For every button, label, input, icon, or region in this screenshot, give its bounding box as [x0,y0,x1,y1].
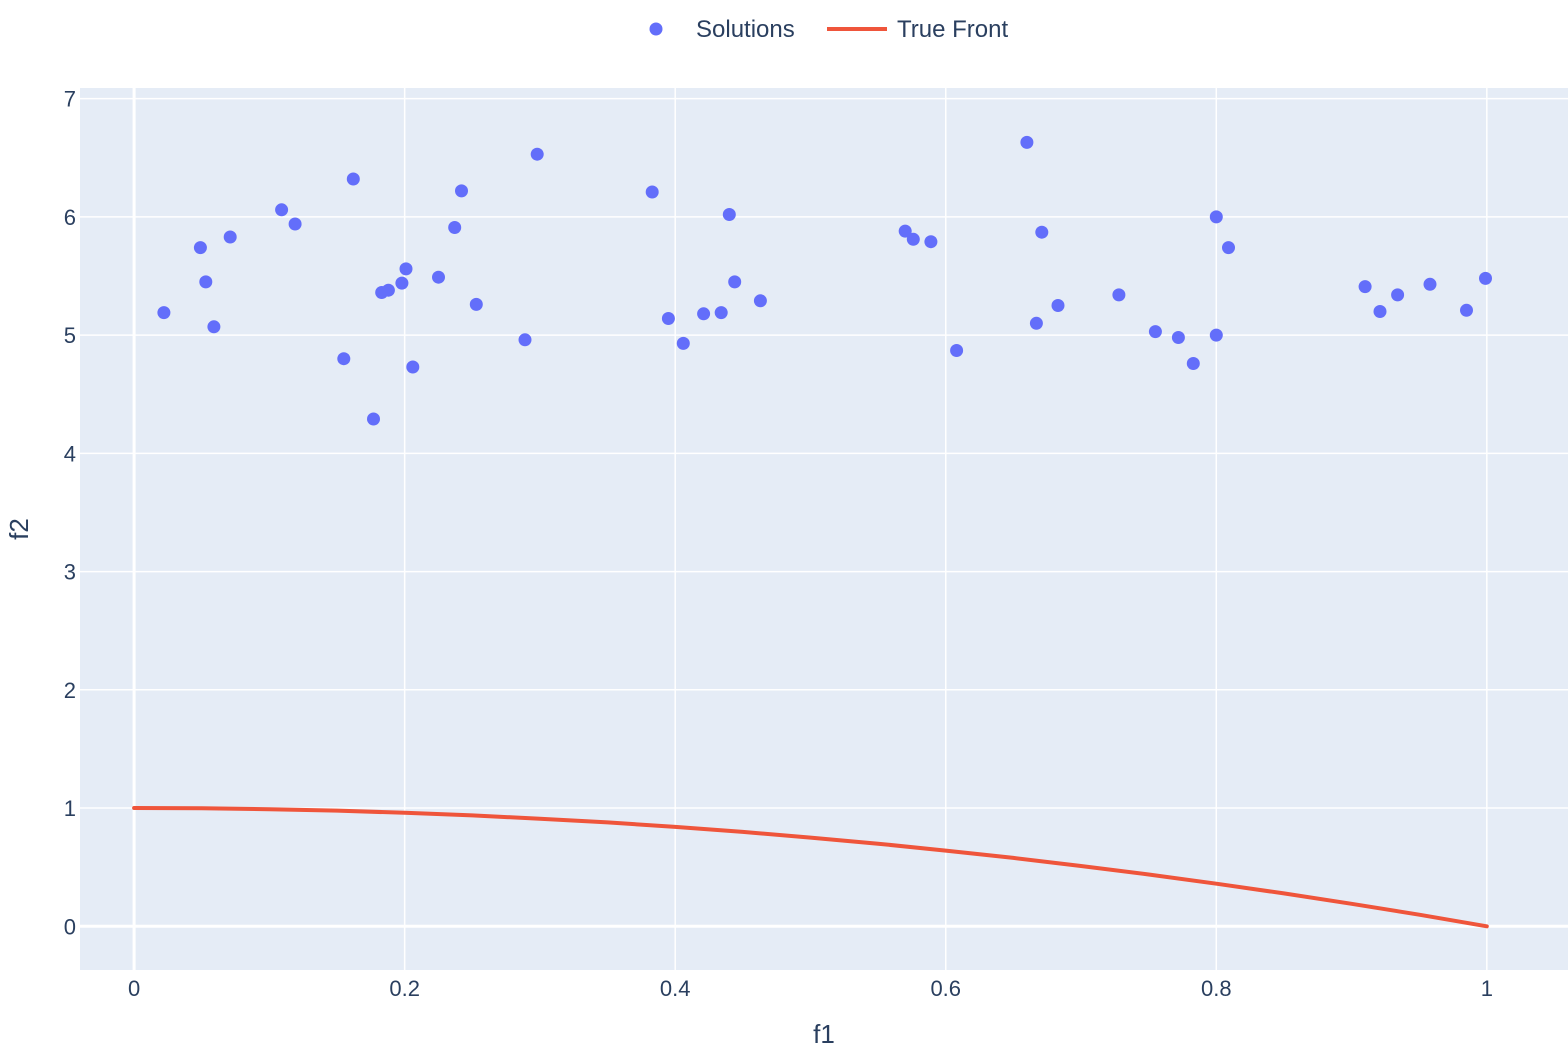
solution-point [518,333,532,347]
solution-point [288,217,302,231]
series-layer [132,135,1492,929]
solution-point [906,232,920,246]
x-tick-label: 0.4 [660,976,691,1001]
solution-point [223,230,237,244]
solution-point [337,352,351,366]
legend-item-solutions[interactable]: Solutions [649,16,795,43]
solution-point [1391,288,1405,302]
solution-point [1423,277,1437,291]
x-tick-label: 0.2 [389,976,420,1001]
solution-point [346,172,360,186]
solution-point [676,336,690,350]
x-tick-label: 0.6 [930,976,961,1001]
y-tick-label: 7 [64,87,76,112]
solution-point [722,208,736,221]
solution-point [661,312,675,325]
y-tick-label: 6 [64,205,76,230]
solution-point [530,147,544,161]
solution-point [207,320,221,334]
solution-point [275,203,289,217]
solution-point [1479,271,1492,285]
solution-point [395,276,409,290]
solution-point [753,294,767,308]
legend[interactable]: Solutions True Front [649,16,1009,43]
solution-point [406,360,420,374]
x-tick-label: 0 [128,976,140,1001]
legend-item-true-front[interactable]: True Front [827,16,1008,43]
solution-point [1171,331,1185,344]
legend-label-solutions: Solutions [696,16,795,43]
true-front-line [132,806,1489,929]
y-tick-label: 4 [64,441,76,466]
solution-point [898,224,912,238]
solution-point [455,184,468,198]
solution-point [1029,316,1043,330]
solution-point [714,306,728,320]
solution-point [469,297,483,311]
solution-point [1209,210,1223,224]
gridlines [80,88,1568,970]
y-tick-label: 2 [64,678,76,703]
solution-point [193,241,207,255]
solution-point [1051,299,1065,312]
solution-point [645,185,659,199]
solution-point [950,344,964,357]
solution-point [367,412,380,426]
solution-point [432,270,445,284]
solution-point [1035,225,1049,239]
solution-point [1020,135,1034,149]
legend-marker-solutions [649,22,663,36]
solution-point [924,235,938,249]
solution-point [157,306,171,320]
solution-point [448,221,462,234]
solution-point [1112,288,1126,302]
solution-point [728,275,742,289]
x-tick-label: 1 [1481,976,1493,1001]
solution-point [1358,280,1372,294]
x-tick-label: 0.8 [1201,976,1232,1001]
y-axis-title: f2 [4,518,34,540]
solution-point [1460,303,1473,317]
solution-point [1209,328,1223,342]
y-tick-label: 0 [64,914,76,939]
plot-background [80,88,1568,970]
y-tick-label: 3 [64,560,76,585]
x-axis-ticks: 0 0.2 0.4 0.6 0.8 1 [128,976,1493,1001]
y-axis-ticks: 0 1 2 3 4 5 6 7 [64,87,76,940]
solution-point [697,307,711,321]
solution-point [1148,325,1162,339]
solution-point [399,262,413,276]
solution-point [1186,357,1200,370]
y-tick-label: 5 [64,323,76,348]
solution-point [381,283,395,297]
solution-point [199,275,213,289]
solution-point [1222,241,1235,255]
legend-label-true-front: True Front [897,16,1008,43]
solution-point [1373,305,1387,318]
y-tick-label: 1 [64,796,76,821]
x-axis-title: f1 [813,1019,835,1049]
